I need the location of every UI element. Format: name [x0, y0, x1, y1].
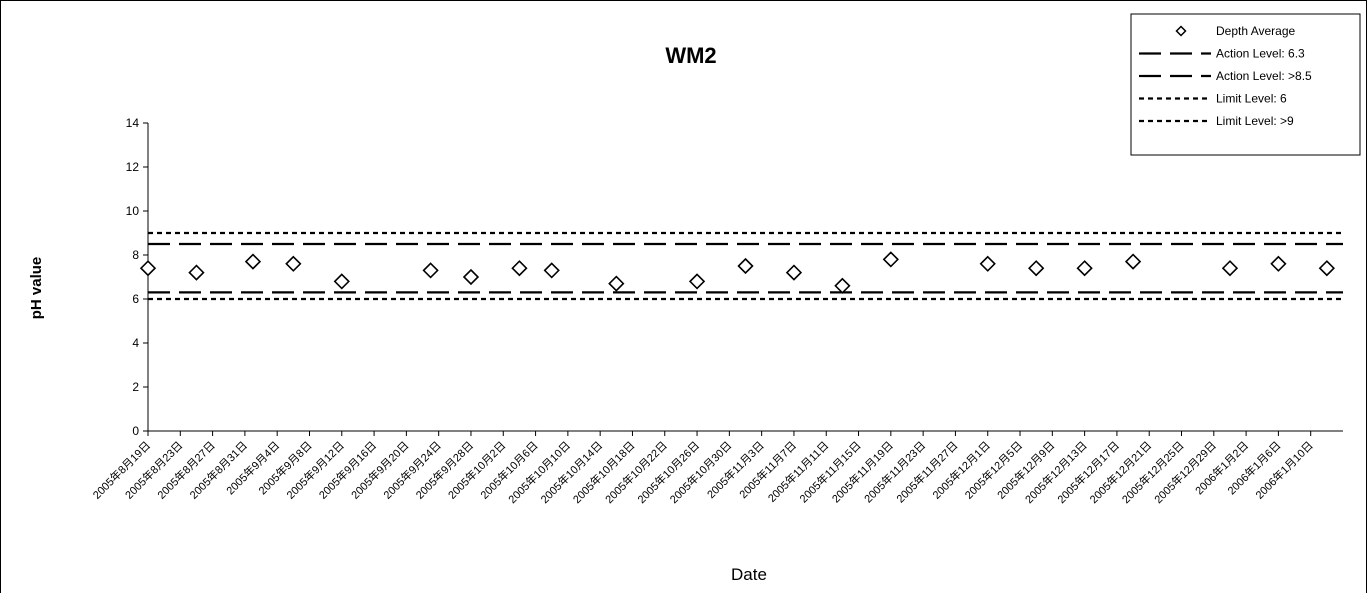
data-point [1318, 260, 1335, 277]
legend-entry-label: Limit Level: >9 [1216, 114, 1294, 128]
data-point [285, 255, 302, 272]
x-tick-label: 2005年8月19日 [90, 438, 154, 502]
x-tick-label: 2005年10月2日 [445, 438, 509, 502]
data-point [834, 277, 851, 294]
data-point [688, 273, 706, 290]
x-tick-label: 2005年9月24日 [380, 438, 444, 502]
legend: Depth Average Action Level: 6.3 Action Lev… [1130, 13, 1361, 156]
x-tick-label: 2005年12月1日 [929, 438, 993, 502]
data-point [608, 275, 625, 292]
data-point [543, 262, 560, 279]
data-point [979, 255, 996, 272]
legend-box [1130, 13, 1361, 156]
data-point [422, 262, 439, 279]
x-tick-label: 2005年8月27日 [154, 438, 218, 502]
data-point [1028, 260, 1045, 277]
y-tick-label: 8 [132, 248, 139, 262]
data-point [785, 264, 803, 281]
y-tick-label: 2 [132, 380, 139, 394]
plot-area: 0 2 4 6 8 10 12 14 2005年8月19日2005年8月23日2005年8月27… [90, 116, 1343, 506]
x-tick-label: 2005年9月16日 [316, 438, 380, 502]
chart-title: WM2 [665, 43, 716, 68]
y-tick-label: 6 [132, 292, 139, 306]
legend-entry-label: Limit Level: 6 [1216, 92, 1287, 106]
x-tick-label: 2005年9月28日 [413, 438, 477, 502]
x-tick-label: 2005年9月12日 [283, 438, 347, 502]
x-tick-label: 2005年9月20日 [348, 438, 412, 502]
data-point [882, 251, 899, 268]
y-axis-label: pH value [28, 257, 45, 320]
y-tick-label: 4 [132, 336, 139, 350]
y-tick-label: 0 [132, 424, 139, 438]
x-tick-label: 2005年12月5日 [962, 438, 1026, 502]
data-point [1124, 253, 1142, 270]
y-tick-label: 14 [126, 116, 140, 130]
data-point [511, 260, 528, 277]
x-tick-label: 2006年1月10日 [1252, 438, 1316, 502]
data-point [188, 264, 205, 281]
legend-marker [1175, 25, 1187, 37]
data-point [462, 268, 480, 286]
x-tick-label: 2005年8月23日 [122, 438, 186, 502]
legend-entry-label: Action Level: 6.3 [1216, 47, 1305, 61]
x-axis-label: Date [731, 565, 767, 584]
data-point [139, 260, 157, 277]
data-point [737, 257, 754, 275]
data-point [1270, 255, 1287, 272]
x-tick-label: 2005年12月9日 [994, 438, 1058, 502]
x-tick-label: 2005年8月31日 [186, 438, 250, 502]
data-point [244, 253, 262, 270]
x-tick-label: 2005年10月6日 [477, 438, 541, 502]
legend-entry-label: Depth Average [1216, 24, 1295, 38]
x-tick-label: 2005年11月7日 [736, 438, 799, 501]
x-tick-label: 2005年11月3日 [704, 438, 767, 501]
legend-entry-label: Action Level: >8.5 [1216, 69, 1312, 83]
data-point [1076, 260, 1093, 277]
data-point [333, 273, 350, 290]
data-point [1221, 260, 1239, 277]
y-tick-label: 12 [126, 160, 140, 174]
y-tick-label: 10 [126, 204, 140, 218]
